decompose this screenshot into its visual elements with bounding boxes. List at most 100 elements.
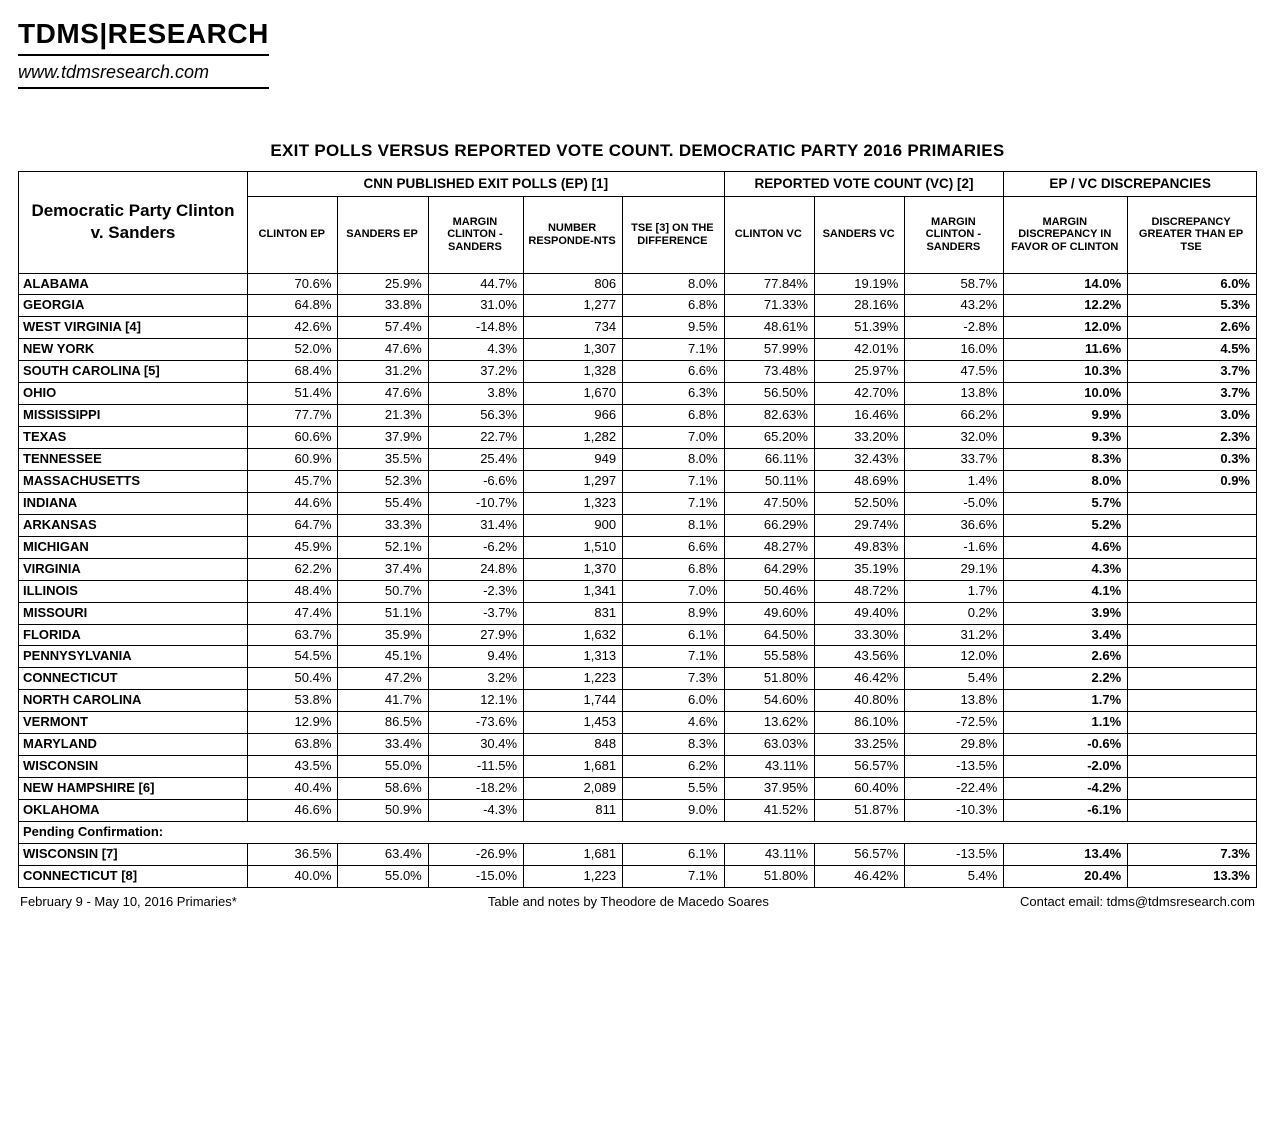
state-cell: VERMONT [19,712,248,734]
value-cell: 50.7% [338,580,428,602]
value-cell: 27.9% [428,624,523,646]
state-cell: WEST VIRGINIA [4] [19,317,248,339]
value-cell: 37.4% [338,558,428,580]
value-cell: 2.2% [1004,668,1128,690]
value-cell: 29.1% [905,558,1004,580]
table-row: GEORGIA64.8%33.8%31.0%1,2776.8%71.33%28.… [19,295,1257,317]
value-cell: 33.30% [814,624,904,646]
value-cell: 33.4% [338,734,428,756]
state-cell: WISCONSIN [7] [19,843,248,865]
value-cell: 4.5% [1128,339,1257,361]
value-cell: 12.1% [428,690,523,712]
value-cell: 52.3% [338,470,428,492]
value-cell: 1,313 [524,646,623,668]
value-cell: 5.7% [1004,492,1128,514]
value-cell: 40.0% [248,865,338,887]
value-cell: -0.6% [1004,734,1128,756]
value-cell: 1,453 [524,712,623,734]
value-cell: 0.9% [1128,470,1257,492]
state-cell: CONNECTICUT [19,668,248,690]
value-cell: 24.8% [428,558,523,580]
value-cell: 51.1% [338,602,428,624]
value-cell: 13.8% [905,690,1004,712]
value-cell: 1,323 [524,492,623,514]
value-cell: -6.2% [428,536,523,558]
value-cell: 7.0% [623,427,725,449]
value-cell: 9.0% [623,800,725,822]
col-header: CLINTON EP [248,196,338,273]
value-cell: -1.6% [905,536,1004,558]
value-cell: -5.0% [905,492,1004,514]
value-cell: 16.0% [905,339,1004,361]
value-cell: 3.7% [1128,383,1257,405]
value-cell: 3.8% [428,383,523,405]
value-cell: -14.8% [428,317,523,339]
value-cell: 43.11% [724,756,814,778]
col-header: NUMBER RESPONDE-NTS [524,196,623,273]
value-cell: 1,223 [524,865,623,887]
col-header: DISCREPANCY GREATER THAN EP TSE [1128,196,1257,273]
value-cell: -13.5% [905,843,1004,865]
value-cell: 7.3% [623,668,725,690]
value-cell: 10.0% [1004,383,1128,405]
value-cell: 4.6% [1004,536,1128,558]
value-cell: 35.19% [814,558,904,580]
value-cell: 49.60% [724,602,814,624]
value-cell: -2.0% [1004,756,1128,778]
value-cell: 734 [524,317,623,339]
value-cell: 48.69% [814,470,904,492]
value-cell: 806 [524,273,623,295]
value-cell: 36.6% [905,514,1004,536]
value-cell: 2.6% [1004,646,1128,668]
value-cell: 37.9% [338,427,428,449]
value-cell: 16.46% [814,405,904,427]
value-cell: 66.11% [724,449,814,471]
value-cell: 7.1% [623,646,725,668]
value-cell: 51.39% [814,317,904,339]
value-cell: 3.0% [1128,405,1257,427]
value-cell: 77.84% [724,273,814,295]
value-cell: 50.9% [338,800,428,822]
value-cell: 2.6% [1128,317,1257,339]
value-cell: 49.40% [814,602,904,624]
value-cell: 7.1% [623,492,725,514]
table-row: VERMONT12.9%86.5%-73.6%1,4534.6%13.62%86… [19,712,1257,734]
value-cell: 64.50% [724,624,814,646]
value-cell: 4.1% [1004,580,1128,602]
table-row: MICHIGAN45.9%52.1%-6.2%1,5106.6%48.27%49… [19,536,1257,558]
value-cell: -26.9% [428,843,523,865]
value-cell: 6.8% [623,405,725,427]
value-cell: 6.8% [623,295,725,317]
value-cell: -10.3% [905,800,1004,822]
value-cell: -11.5% [428,756,523,778]
value-cell: 50.4% [248,668,338,690]
value-cell: 45.1% [338,646,428,668]
state-cell: ARKANSAS [19,514,248,536]
value-cell: 33.7% [905,449,1004,471]
value-cell: -22.4% [905,778,1004,800]
value-cell: 6.0% [623,690,725,712]
value-cell: 55.4% [338,492,428,514]
value-cell [1128,536,1257,558]
value-cell: 5.5% [623,778,725,800]
value-cell: 3.7% [1128,361,1257,383]
value-cell: 31.0% [428,295,523,317]
state-cell: MISSISSIPPI [19,405,248,427]
state-cell: SOUTH CAROLINA [5] [19,361,248,383]
value-cell: 900 [524,514,623,536]
table-row: WISCONSIN [7]36.5%63.4%-26.9%1,6816.1%43… [19,843,1257,865]
value-cell: 5.2% [1004,514,1128,536]
value-cell: 1,282 [524,427,623,449]
value-cell: 1,223 [524,668,623,690]
value-cell: -15.0% [428,865,523,887]
col-header: MARGIN DISCREPANCY IN FAVOR OF CLINTON [1004,196,1128,273]
value-cell: 5.4% [905,668,1004,690]
footer-left: February 9 - May 10, 2016 Primaries* [20,894,237,909]
value-cell: 8.1% [623,514,725,536]
value-cell [1128,668,1257,690]
value-cell: 46.42% [814,668,904,690]
state-cell: FLORIDA [19,624,248,646]
value-cell: 86.5% [338,712,428,734]
value-cell: 55.0% [338,865,428,887]
col-header: SANDERS VC [814,196,904,273]
